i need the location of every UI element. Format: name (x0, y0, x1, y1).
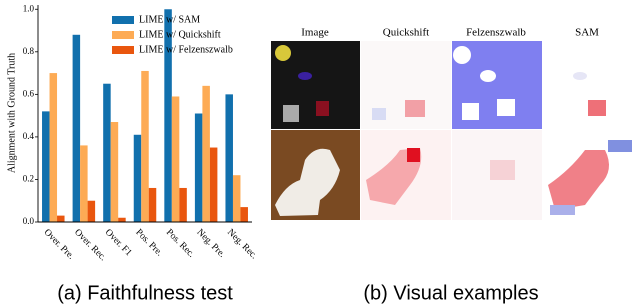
shape (316, 101, 329, 116)
bar (202, 86, 210, 222)
legend-label: LIME w/ Felzenszwalb (139, 44, 233, 55)
bar (118, 218, 126, 222)
legend-swatch (112, 46, 134, 54)
shape (573, 72, 587, 80)
x-tick-label: Pos. Rec. (164, 228, 196, 260)
bar (50, 73, 58, 222)
shape (372, 108, 386, 120)
shape (298, 72, 312, 80)
bar (233, 175, 241, 222)
legend-swatch (112, 16, 134, 24)
figure: Alignment with Ground Truth 0.0 0.2 0.4 0.6… (0, 0, 632, 307)
shape (480, 70, 496, 82)
bar (225, 94, 233, 222)
x-tick-label: Over. Pre. (42, 228, 76, 262)
bar (172, 96, 180, 222)
x-tick-label: Over. Rec. (72, 228, 108, 264)
bar (141, 71, 149, 222)
column-header: SAM (575, 27, 599, 39)
bar (42, 111, 50, 222)
shape (283, 105, 299, 122)
shape (490, 160, 515, 180)
y-tick-label: 0.2 (23, 174, 34, 184)
x-tick-label: Pos. Pre. (133, 228, 164, 259)
caption: (b) Visual examples (363, 282, 538, 304)
shape (608, 140, 632, 152)
x-tick-label: Neg. Rec. (225, 228, 259, 262)
captions: (a) Faithfulness test (b) Visual example… (57, 282, 538, 304)
bar (103, 84, 111, 222)
shape (462, 103, 479, 120)
bar (134, 135, 142, 222)
y-tick-label: 0.6 (23, 88, 35, 98)
bar (111, 122, 119, 222)
bar (210, 148, 218, 222)
x-tick-label: Neg. Pre. (194, 228, 226, 260)
column-headers: Image Quickshift Felzenszwalb SAM (301, 27, 599, 39)
bar (88, 201, 96, 222)
image-grid (271, 41, 632, 220)
legend-swatch (112, 31, 134, 39)
shape (497, 99, 515, 116)
legend-label: LIME w/ Quickshift (139, 29, 221, 40)
bar (73, 35, 81, 222)
caption: (a) Faithfulness test (57, 282, 233, 304)
bar (149, 188, 157, 222)
column-header: Image (301, 27, 329, 39)
bar-chart: Alignment with Ground Truth 0.0 0.2 0.4 0.6… (6, 3, 259, 263)
bar (240, 207, 248, 222)
y-tick-label: 1.0 (23, 3, 35, 13)
column-header: Quickshift (383, 27, 429, 39)
bar (164, 9, 172, 222)
y-tick-label: 0.0 (23, 216, 35, 226)
shape (407, 148, 420, 162)
bar (195, 114, 203, 223)
legend-label: LIME w/ SAM (139, 14, 200, 25)
bar (80, 145, 88, 222)
bar (179, 188, 187, 222)
y-tick-label: 0.8 (23, 46, 35, 56)
shape (275, 45, 291, 61)
shape (453, 46, 471, 64)
shape (405, 100, 425, 117)
column-header: Felzenszwalb (466, 27, 526, 39)
image-cell (543, 41, 632, 129)
bar (57, 216, 65, 222)
shape (550, 205, 575, 215)
y-tick-label: 0.4 (23, 131, 35, 141)
shape (588, 100, 606, 116)
x-tick-label: Over. F1 (103, 228, 134, 259)
y-axis-label: Alignment with Ground Truth (6, 53, 17, 173)
